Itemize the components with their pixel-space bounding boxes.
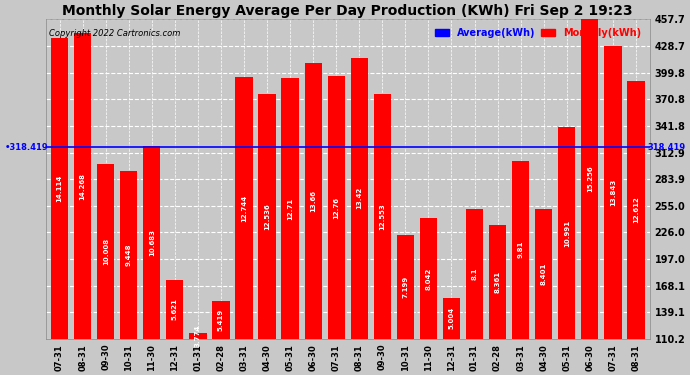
Bar xyxy=(74,33,91,339)
Text: 15.256: 15.256 xyxy=(586,166,593,192)
Bar xyxy=(189,333,206,339)
Text: 12.536: 12.536 xyxy=(264,203,270,230)
Text: 5.419: 5.419 xyxy=(218,309,224,331)
Bar xyxy=(374,94,391,339)
Text: 10.683: 10.683 xyxy=(149,229,155,256)
Bar xyxy=(512,160,529,339)
Text: 5.621: 5.621 xyxy=(172,298,178,321)
Legend: Average(kWh), Monthly(kWh): Average(kWh), Monthly(kWh) xyxy=(431,24,645,42)
Text: 10.008: 10.008 xyxy=(103,238,109,265)
Bar xyxy=(166,280,184,339)
Bar xyxy=(397,235,414,339)
Bar xyxy=(489,225,506,339)
Bar xyxy=(97,164,115,339)
Bar xyxy=(120,171,137,339)
Text: 13.66: 13.66 xyxy=(310,190,316,212)
Bar xyxy=(351,58,368,339)
Bar xyxy=(466,209,483,339)
Bar xyxy=(51,38,68,339)
Text: 8.042: 8.042 xyxy=(426,268,431,290)
Text: 12.612: 12.612 xyxy=(633,196,639,223)
Text: 12.71: 12.71 xyxy=(287,197,293,219)
Text: 7.199: 7.199 xyxy=(402,276,408,298)
Text: 14.114: 14.114 xyxy=(57,175,63,202)
Text: 10.991: 10.991 xyxy=(564,219,570,246)
Text: 8.361: 8.361 xyxy=(495,271,501,293)
Text: 12.553: 12.553 xyxy=(380,203,385,230)
Bar xyxy=(235,77,253,339)
Bar xyxy=(282,78,299,339)
Text: 8.401: 8.401 xyxy=(541,262,546,285)
Text: 318.419: 318.419 xyxy=(647,143,686,152)
Text: Copyright 2022 Cartronics.com: Copyright 2022 Cartronics.com xyxy=(49,29,180,38)
Bar xyxy=(213,301,230,339)
Bar xyxy=(143,146,161,339)
Text: 13.843: 13.843 xyxy=(610,178,616,206)
Text: 12.76: 12.76 xyxy=(333,197,339,219)
Bar xyxy=(558,127,575,339)
Text: 3.774: 3.774 xyxy=(195,325,201,347)
Bar xyxy=(259,94,276,339)
Bar xyxy=(627,81,644,339)
Text: 14.268: 14.268 xyxy=(79,173,86,200)
Bar xyxy=(443,298,460,339)
Title: Monthly Solar Energy Average Per Day Production (KWh) Fri Sep 2 19:23: Monthly Solar Energy Average Per Day Pro… xyxy=(62,4,633,18)
Bar xyxy=(535,209,553,339)
Text: 9.448: 9.448 xyxy=(126,244,132,266)
Text: 13.42: 13.42 xyxy=(356,187,362,210)
Text: 8.1: 8.1 xyxy=(471,268,477,280)
Bar xyxy=(420,218,437,339)
Bar xyxy=(581,20,598,339)
Bar xyxy=(604,46,622,339)
Bar xyxy=(304,63,322,339)
Text: 5.004: 5.004 xyxy=(448,307,455,329)
Text: 12.744: 12.744 xyxy=(241,194,247,222)
Text: •318.419: •318.419 xyxy=(4,143,48,152)
Text: 9.81: 9.81 xyxy=(518,241,524,258)
Bar xyxy=(328,76,345,339)
